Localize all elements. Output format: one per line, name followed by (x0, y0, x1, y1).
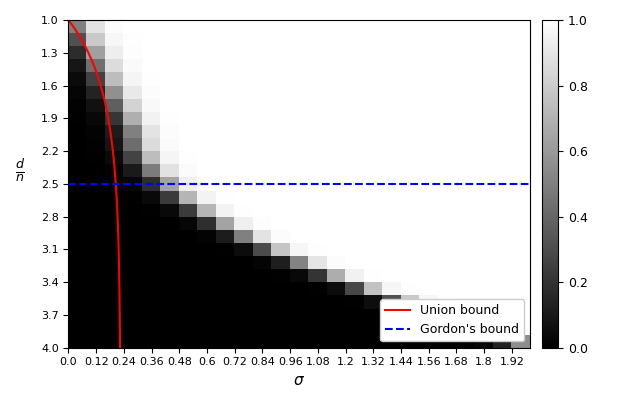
Union bound (116, 337, 124, 342)
Gordon's bound (296, 181, 303, 186)
Legend: Union bound, Gordon's bound: Union bound, Gordon's bound (380, 299, 524, 341)
Union bound (65, 18, 72, 23)
Line: Union bound: Union bound (68, 20, 120, 348)
Gordon's bound (65, 181, 72, 186)
Union bound (111, 175, 119, 180)
Union bound (116, 286, 124, 291)
Union bound (116, 345, 124, 350)
Union bound (111, 173, 119, 178)
X-axis label: $\sigma$: $\sigma$ (293, 373, 305, 388)
Y-axis label: $\frac{d}{n}$: $\frac{d}{n}$ (15, 157, 25, 184)
Union bound (114, 213, 122, 218)
Union bound (113, 195, 120, 200)
